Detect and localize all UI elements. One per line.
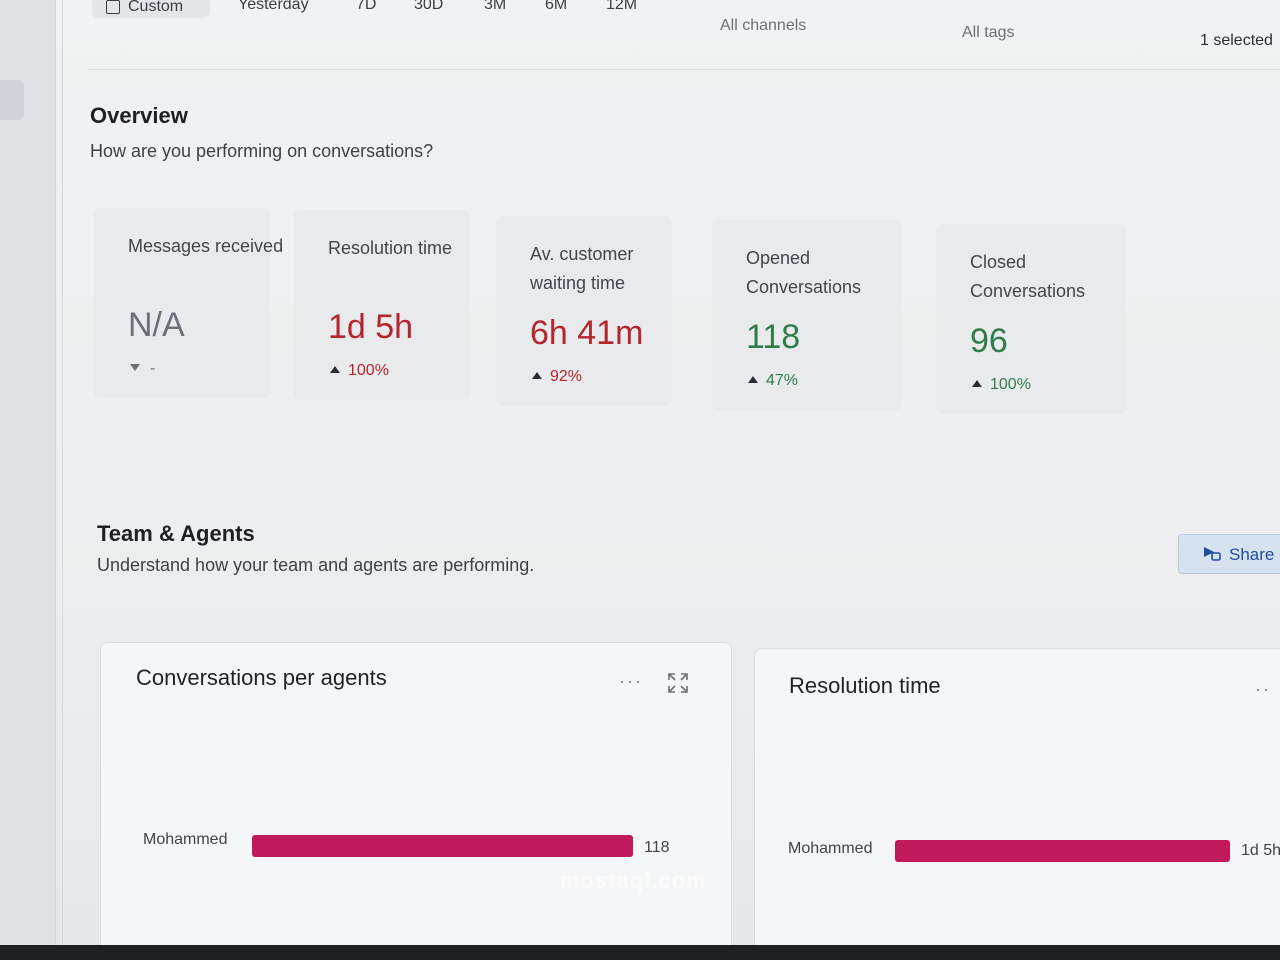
metric-label: Messages received [128,236,284,256]
trend-up-icon [330,366,340,373]
calendar-icon [106,0,120,14]
metric-label: Opened Conversations [746,248,862,297]
share-icon [1204,547,1221,561]
share-button[interactable]: Share [1178,534,1280,574]
metric-value: N/A [128,306,185,344]
screen-bezel [0,945,1280,960]
panel-title: Resolution time [789,673,941,698]
range-30d-button[interactable]: 30D [414,0,444,13]
metric-card-closed: Closed Conversations 96 100% [936,224,1126,414]
conversations-per-agent-panel: Conversations per agents ··· Mohammed 11… [100,642,732,952]
sidebar-tab[interactable] [0,80,24,120]
range-label: Custom [128,0,184,15]
more-options-icon[interactable]: ··· [619,671,643,691]
agent-label: Mohammed [788,840,873,857]
tags-filter[interactable]: All tags [962,24,1015,41]
resolution-time-panel: Resolution time ·· Mohammed 1d 5h [754,648,1280,958]
bar-value: 1d 5h [1241,842,1280,859]
agent-bar[interactable] [895,840,1230,862]
metric-value: 118 [746,318,801,356]
overview-subtitle: How are you performing on conversations? [90,141,434,161]
range-3m-button[interactable]: 3M [484,0,507,13]
metric-card-opened: Opened Conversations 118 47% [712,220,902,410]
metric-label: Closed Conversations [970,252,1086,301]
range-yesterday-button[interactable]: Yesterday [238,0,309,13]
bar-value: 118 [644,839,670,856]
metric-card-messages: Messages received N/A - [94,208,283,398]
team-title: Team & Agents [97,521,255,546]
metric-change: - [150,360,156,377]
metric-label: Av. customer waiting time [530,244,634,293]
metric-value: 96 [970,322,1008,360]
trend-up-icon [532,372,542,379]
trend-down-icon [130,364,140,371]
team-subtitle: Understand how your team and agents are … [97,555,535,575]
metric-value: 6h 41m [530,314,644,352]
more-options-icon[interactable]: ·· [1255,679,1271,699]
trend-up-icon [748,376,758,383]
panel-title: Conversations per agents [136,665,387,690]
agent-label: Mohammed [143,831,228,848]
overview-title: Overview [90,103,188,128]
range-7d-button[interactable]: 7D [356,0,377,13]
metric-change: 92% [550,368,583,385]
channels-filter[interactable]: All channels [720,17,807,34]
metric-label: Resolution time [328,238,453,258]
metric-card-resolution: Resolution time 1d 5h 100% [294,210,470,400]
left-sidebar [0,0,56,945]
watermark-text: mostaql.com [560,868,707,893]
metric-card-waiting: Av. customer waiting time 6h 41m 92% [496,216,672,406]
expand-icon[interactable] [667,672,689,694]
divider [62,0,63,945]
trend-up-icon [972,380,982,387]
agent-bar[interactable] [252,835,633,857]
share-label: Share [1229,545,1275,564]
range-custom-button[interactable]: Custom [92,0,210,18]
metric-change: 100% [990,376,1031,393]
filter-bar: Custom Yesterday 7D 30D 3M 6M 12M All ch… [88,0,1280,70]
metric-value: 1d 5h [328,308,414,346]
metric-change: 47% [766,372,799,389]
metric-change: 100% [348,362,389,379]
range-6m-button[interactable]: 6M [545,0,568,13]
range-12m-button[interactable]: 12M [606,0,638,13]
selection-filter[interactable]: 1 selected [1200,32,1273,49]
